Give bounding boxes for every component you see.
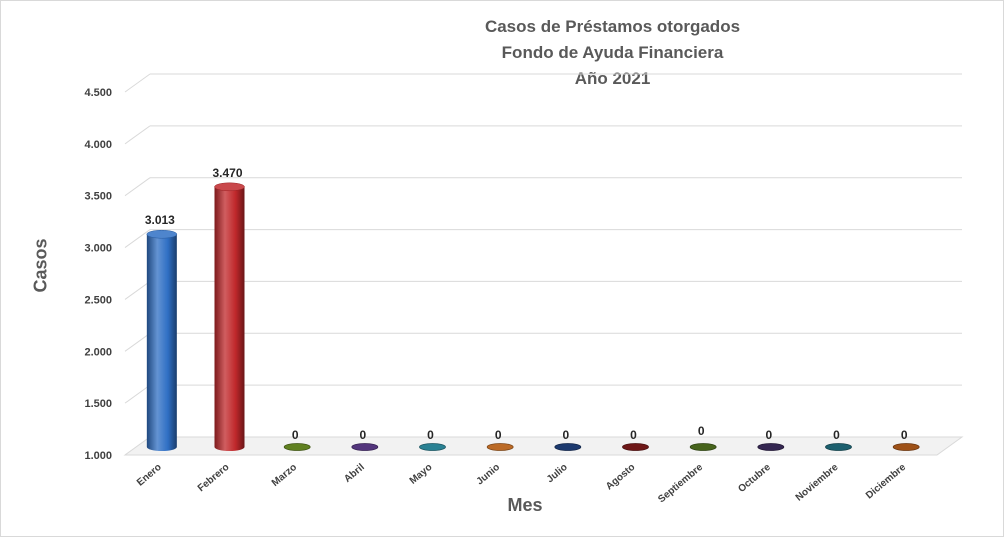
- bar-octubre: [757, 443, 785, 451]
- gridline: [124, 125, 962, 145]
- y-tick-label: 2.500: [84, 294, 112, 306]
- y-tick-label: 2.000: [84, 346, 112, 358]
- data-label: 0: [630, 428, 637, 442]
- y-tick-label: 4.500: [84, 87, 112, 99]
- x-axis-label: Mes: [507, 495, 543, 515]
- bar-enero: [146, 229, 178, 451]
- y-tick-label: 3.500: [84, 191, 112, 203]
- x-tick-label: Abril: [342, 462, 367, 485]
- bar-diciembre: [892, 443, 920, 451]
- bar-agosto: [622, 443, 649, 451]
- x-tick-label: Marzo: [270, 462, 299, 489]
- bar-mayo: [419, 443, 446, 451]
- data-label: 0: [562, 428, 569, 442]
- x-tick-label: Diciembre: [864, 462, 908, 502]
- x-tick-label: Agosto: [604, 462, 637, 493]
- gridline: [124, 384, 962, 404]
- x-tick-label: Enero: [135, 462, 164, 489]
- data-label: 0: [359, 428, 366, 442]
- y-tick-label: 1.000: [84, 450, 112, 462]
- data-label: 0: [698, 424, 705, 438]
- x-tick-label: Octubre: [736, 462, 773, 495]
- gridline: [124, 332, 962, 352]
- y-tick-label: 1.500: [84, 398, 112, 410]
- bar-marzo: [283, 443, 311, 451]
- gridline: [124, 73, 962, 93]
- y-tick-label: 3.000: [84, 243, 112, 255]
- data-label: 0: [427, 428, 434, 442]
- x-tick-label: Noviembre: [794, 462, 841, 504]
- bar-abril: [351, 443, 379, 451]
- gridline: [124, 280, 962, 300]
- data-label: 3.013: [145, 213, 175, 227]
- bar-septiembre: [689, 443, 717, 451]
- chart-title-line-2: Fondo de Ayuda Financiera: [501, 43, 724, 62]
- chart-title-line-1: Casos de Préstamos otorgados: [484, 17, 741, 36]
- chart-floor: [123, 436, 964, 456]
- bar-febrero: [214, 182, 245, 451]
- gridline: [124, 177, 962, 197]
- data-label: 0: [292, 428, 299, 442]
- data-label: 3.470: [212, 166, 242, 180]
- x-tick-label: Junio: [475, 462, 503, 488]
- data-label: 0: [765, 428, 772, 442]
- bar-noviembre: [825, 443, 852, 451]
- x-tick-label: Julio: [545, 462, 570, 485]
- data-label: 0: [901, 428, 908, 442]
- y-tick-label: 4.000: [84, 139, 112, 151]
- x-tick-label: Septiembre: [656, 462, 705, 506]
- x-tick-label: Febrero: [196, 462, 232, 494]
- gridline: [124, 229, 962, 248]
- bar-junio: [486, 443, 514, 451]
- data-label: 0: [833, 428, 840, 442]
- data-label: 0: [495, 428, 502, 442]
- x-tick-label: Mayo: [408, 462, 435, 487]
- bar-julio: [554, 443, 582, 451]
